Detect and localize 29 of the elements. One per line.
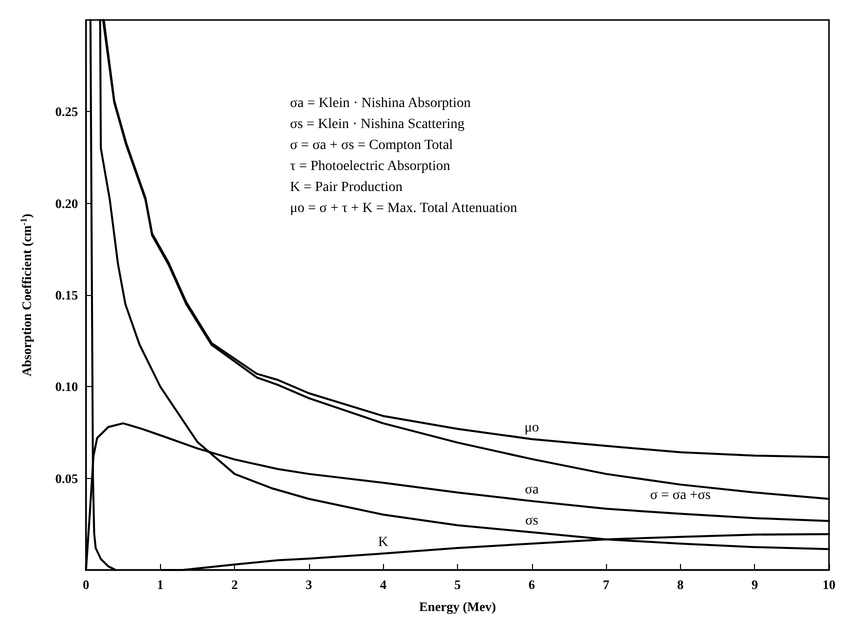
annotation: μo = σ + τ + K = Max. Total Attenuation <box>290 201 518 216</box>
annotation: σs = Klein · Nishina Scattering <box>290 117 464 132</box>
x-tick-label: 2 <box>231 577 238 592</box>
x-tick-label: 3 <box>306 577 313 592</box>
series-label: σs <box>525 514 538 529</box>
x-tick-label: 9 <box>751 577 758 592</box>
x-tick-label: 4 <box>380 577 387 592</box>
x-tick-label: 0 <box>82 577 90 592</box>
y-tick-label: 0.10 <box>55 379 78 394</box>
x-tick-label: 6 <box>528 577 536 592</box>
series-label: K <box>378 535 388 550</box>
annotation: τ = Photoelectric Absorption <box>290 159 450 174</box>
x-axis-title: Energy (Mev) <box>419 599 496 614</box>
x-tick-label: 7 <box>602 577 610 592</box>
x-tick-label: 1 <box>157 577 164 592</box>
x-tick-label: 5 <box>454 577 462 592</box>
series-label: μo <box>524 420 540 436</box>
y-tick-label: 0.25 <box>55 104 78 120</box>
x-tick-label: 10 <box>822 577 836 592</box>
annotation: σ = σa + σs = Compton Total <box>290 138 454 153</box>
series-label: σ = σa +σs <box>650 488 711 504</box>
y-tick-label: 0.20 <box>55 196 78 211</box>
annotation: σa = Klein · Nishina Absorption <box>290 96 471 111</box>
series-label: σa <box>524 482 540 498</box>
annotation: K = Pair Production <box>290 180 402 195</box>
y-tick-label: 0.05 <box>55 470 78 486</box>
x-tick-label: 8 <box>677 577 684 592</box>
y-tick-label: 0.15 <box>55 288 78 302</box>
y-axis-title: Absorption Coefficient (cm-1) <box>18 214 34 376</box>
